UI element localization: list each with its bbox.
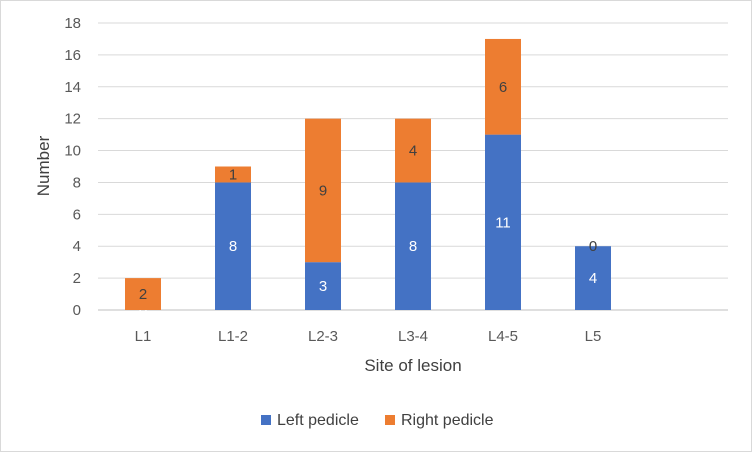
x-tick-label: L4-5 [488, 328, 518, 345]
data-label: 6 [499, 79, 507, 96]
data-label: 2 [139, 286, 147, 303]
legend: Left pedicle Right pedicle [261, 412, 494, 429]
data-label: 1 [229, 166, 237, 183]
y-tick-label: 6 [73, 206, 81, 223]
x-tick-label: L1-2 [218, 328, 248, 345]
x-tick-labels: L1 L1-2 L2-3 L3-4 L4-5 L5 [135, 328, 602, 345]
data-label: 4 [589, 270, 597, 287]
y-tick-label: 4 [73, 238, 81, 255]
y-tick-label: 2 [73, 270, 81, 287]
data-label: 11 [495, 214, 511, 231]
bar-segment [125, 278, 161, 310]
bar-segment [305, 262, 341, 310]
y-tick-labels: 0 2 4 6 8 10 12 14 16 18 [64, 15, 81, 319]
x-axis-title: Site of lesion [364, 356, 461, 375]
data-label: 8 [409, 238, 417, 255]
y-tick-label: 0 [73, 302, 81, 319]
y-tick-label: 12 [64, 111, 81, 128]
bar-segment [485, 134, 521, 310]
bar-segment [215, 182, 251, 310]
bar-segment [395, 118, 431, 183]
bar-segment [575, 246, 611, 310]
x-tick-label: L1 [135, 328, 152, 345]
bar-segment [395, 182, 431, 310]
y-tick-label: 16 [64, 47, 81, 64]
legend-swatch [385, 415, 395, 425]
data-label: 0 [139, 302, 147, 319]
y-axis-title: Number [34, 135, 53, 196]
x-tick-label: L2-3 [308, 328, 338, 345]
data-label: 4 [409, 143, 417, 160]
bar-segment [215, 166, 251, 183]
data-label: 8 [229, 238, 237, 255]
y-tick-label: 14 [64, 79, 81, 96]
legend-swatch [261, 415, 271, 425]
data-label: 3 [319, 278, 327, 295]
y-tick-label: 8 [73, 174, 81, 191]
bar-segment [485, 38, 521, 135]
data-label: 0 [589, 238, 597, 255]
x-tick-label: L3-4 [398, 328, 428, 345]
legend-label: Right pedicle [401, 412, 494, 429]
legend-label: Left pedicle [277, 412, 359, 429]
bar-segment [305, 118, 341, 263]
data-label: 9 [319, 182, 327, 199]
y-tick-label: 18 [64, 15, 81, 32]
y-tick-label: 10 [64, 143, 81, 160]
x-tick-label: L5 [585, 328, 602, 345]
